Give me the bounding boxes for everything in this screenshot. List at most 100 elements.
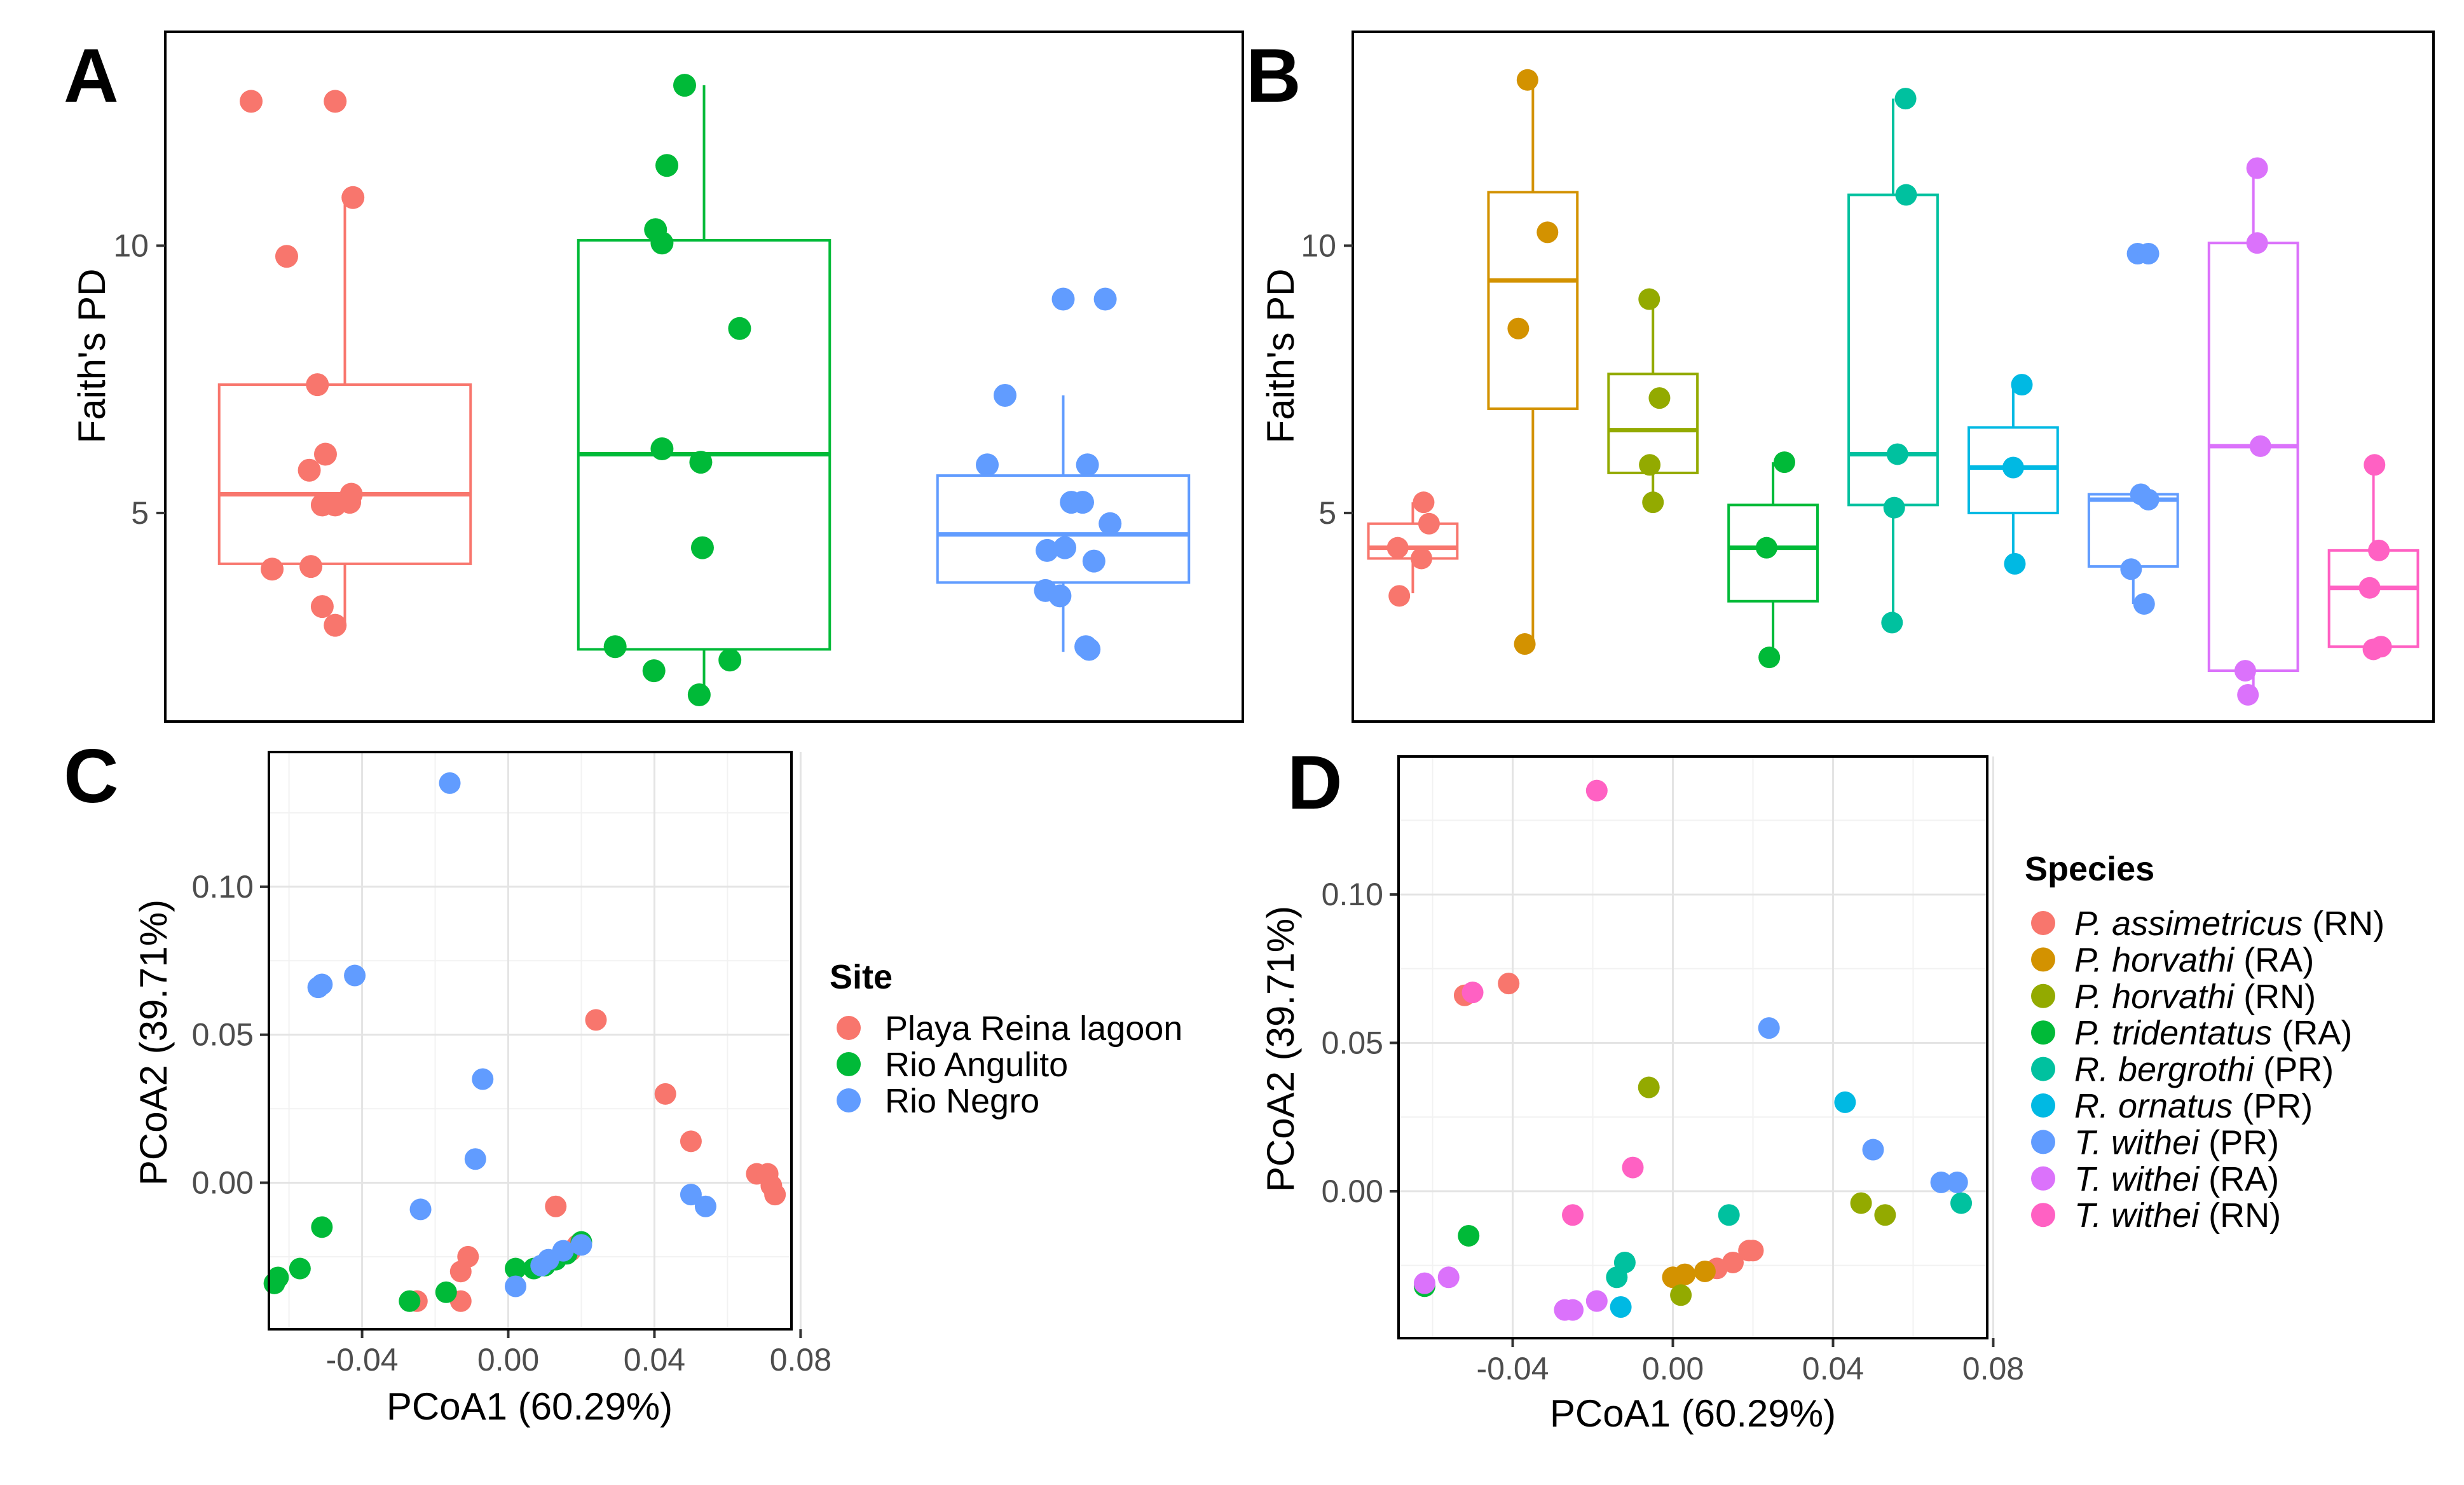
panel-b-group-5-point-1: [1895, 184, 1917, 206]
panel-a-group-3-point-7: [1099, 512, 1122, 535]
panel-a-group-2-point-11: [718, 648, 742, 672]
legend-species-name-2: P. horvathi: [2074, 978, 2235, 1016]
panel-d-series-9-point-2: [1622, 1156, 1644, 1179]
panel-b-group-4-point-0: [1773, 451, 1795, 474]
panel-d: -0.04 0.00 0.04 0.08 0.00 0.05 0.10 PCoA1 (60.…: [1259, 755, 2024, 1435]
panel-b-group-7-point-3: [2137, 488, 2159, 510]
legend-site-label-0: Playa Reina lagoon: [885, 1009, 1182, 1048]
panel-a-group-1-point-2: [341, 186, 365, 209]
panel-c-series-2-point-1: [289, 1257, 311, 1280]
panel-c-series-1-point-0: [585, 1009, 607, 1031]
panel-b-y-label: Faith's PD: [1259, 269, 1302, 444]
panel-b-group-7-point-5: [2133, 592, 2155, 615]
panel-b-group-4-point-1: [1755, 537, 1777, 559]
legend-species-label-7: T. withei (RA): [2074, 1160, 2279, 1198]
panel-d-frame: [1397, 755, 1988, 1339]
panel-b-group-1-point-2: [1418, 512, 1440, 535]
panel-b-group-6-point-2: [2004, 552, 2026, 575]
legend-site-label-1: Rio Angulito: [885, 1046, 1068, 1084]
panel-a-group-3-point-3: [976, 453, 999, 477]
panel-c-series-3-point-0: [439, 772, 461, 794]
legend-species-name-6: T. withei: [2074, 1123, 2200, 1161]
legend-species-key-8: [2031, 1203, 2055, 1228]
legend-species-key-4: [2031, 1057, 2055, 1081]
legend-site-title: Site: [830, 958, 893, 996]
legend-site-key-0: [837, 1016, 861, 1040]
panel-c-series-1-point-7: [545, 1195, 567, 1217]
legend-species-title: Species: [2025, 850, 2154, 888]
panel-d-series-8-point-0: [1437, 1266, 1460, 1289]
panel-a-y-tick-label-0: 5: [131, 495, 149, 531]
panel-c-series-1-point-1: [654, 1083, 676, 1105]
panel-c-series-3-point-12: [530, 1254, 552, 1276]
panel-a-group-3-point-9: [1053, 536, 1077, 559]
panel-a-group-3-box: [936, 474, 1191, 584]
panel-b-group-9-box: [2327, 549, 2420, 648]
panel-c-series-3-point-1: [344, 964, 366, 987]
panel-d-series-3-point-2: [1874, 1204, 1896, 1226]
panel-c-series-3-point-6: [409, 1198, 432, 1221]
panel-b-group-8-point-4: [2237, 683, 2259, 706]
panel-d-series-8-point-2: [1585, 1290, 1608, 1312]
panel-c-frame: [268, 751, 793, 1331]
panel-a-group-2-point-4: [728, 317, 751, 340]
legend-species-name-3: P. tridentatus: [2074, 1014, 2272, 1052]
legend-species-site-2: (RN): [2234, 978, 2316, 1016]
panel-c-series-2-point-5: [435, 1281, 457, 1303]
panel-d-y-label: PCoA2 (39.71%): [1259, 906, 1302, 1192]
panel-c-series-2-point-0: [311, 1216, 333, 1238]
panel-a-group-3-point-1: [1093, 287, 1117, 311]
panel-b-y-tick-label-0: 5: [1318, 495, 1336, 531]
panel-a-group-1-point-6: [298, 458, 321, 482]
panel-b-group-9-point-1: [2368, 539, 2390, 561]
panel-c-series-3-point-3: [307, 976, 329, 999]
legend-species-name-4: R. bergrothi: [2074, 1051, 2255, 1089]
panel-b-y-tick-label-1: 10: [1301, 228, 1336, 263]
panel-b-frame: [1352, 31, 2435, 723]
panel-a-group-1-point-0: [240, 90, 263, 113]
panel-d-series-3-point-1: [1850, 1192, 1872, 1214]
panel-label-a: A: [64, 33, 119, 118]
panel-c-series-2-point-6: [505, 1257, 527, 1280]
panel-a-frame: [164, 31, 1244, 723]
panel-b-group-5-point-4: [1881, 612, 1903, 634]
legend-species-name-7: T. withei: [2074, 1160, 2200, 1198]
legend-species-site-1: (RA): [2234, 941, 2314, 979]
panel-c-series-3-point-4: [472, 1068, 494, 1090]
panel-c-series-1-point-6: [764, 1184, 786, 1206]
panel-b-group-7-point-4: [2120, 558, 2142, 580]
panel-a-group-1-point-4: [306, 373, 329, 397]
legend-species-name-8: T. withei: [2074, 1196, 2200, 1235]
panel-a-group-1-point-10: [324, 493, 347, 517]
panel-d-x-tick-label-0: -0.04: [1477, 1351, 1549, 1386]
legend-species-label-2: P. horvathi (RN): [2074, 978, 2316, 1016]
panel-d-series-9-point-0: [1585, 779, 1608, 802]
panel-b-group-1-point-0: [1386, 537, 1409, 559]
panel-a-y-label: Faith's PD: [71, 269, 113, 444]
panel-c-x-tick-label-1: 0.00: [477, 1342, 539, 1378]
panel-d-series-7-point-0: [1758, 1017, 1780, 1039]
panel-c-series-3-point-8: [694, 1195, 716, 1217]
panel-d-x-label: PCoA1 (60.29%): [1550, 1392, 1836, 1435]
panel-b-group-2-point-2: [1507, 317, 1530, 339]
panel-d-series-5-point-0: [1718, 1204, 1740, 1226]
panel-b-group-9-point-0: [2364, 454, 2386, 476]
panel-d-series-8-point-4: [1554, 1299, 1576, 1321]
legend-species-key-5: [2031, 1093, 2055, 1118]
panel-b-group-2-point-1: [1537, 221, 1559, 243]
panel-d-series-5-point-1: [1950, 1192, 1973, 1214]
panel-c-series-3-point-11: [505, 1275, 527, 1297]
panel-c-y-label: PCoA2 (39.71%): [132, 900, 175, 1186]
panel-a-group-2-point-10: [687, 683, 711, 706]
panel-d-series-5-point-3: [1606, 1266, 1628, 1289]
panel-b-group-8-point-1: [2246, 232, 2268, 254]
panel-b-group-5-point-3: [1883, 496, 1905, 519]
panel-c-series-2-point-4: [399, 1290, 421, 1312]
panel-a-group-3-point-2: [993, 383, 1016, 407]
panel-c-x-tick-label-0: -0.04: [326, 1342, 399, 1378]
panel-b-group-9-point-2: [2358, 577, 2381, 599]
legend-species-site-4: (PR): [2254, 1051, 2334, 1089]
panel-a-group-1-point-11: [261, 558, 284, 581]
panel-b-group-3-point-3: [1642, 491, 1664, 514]
